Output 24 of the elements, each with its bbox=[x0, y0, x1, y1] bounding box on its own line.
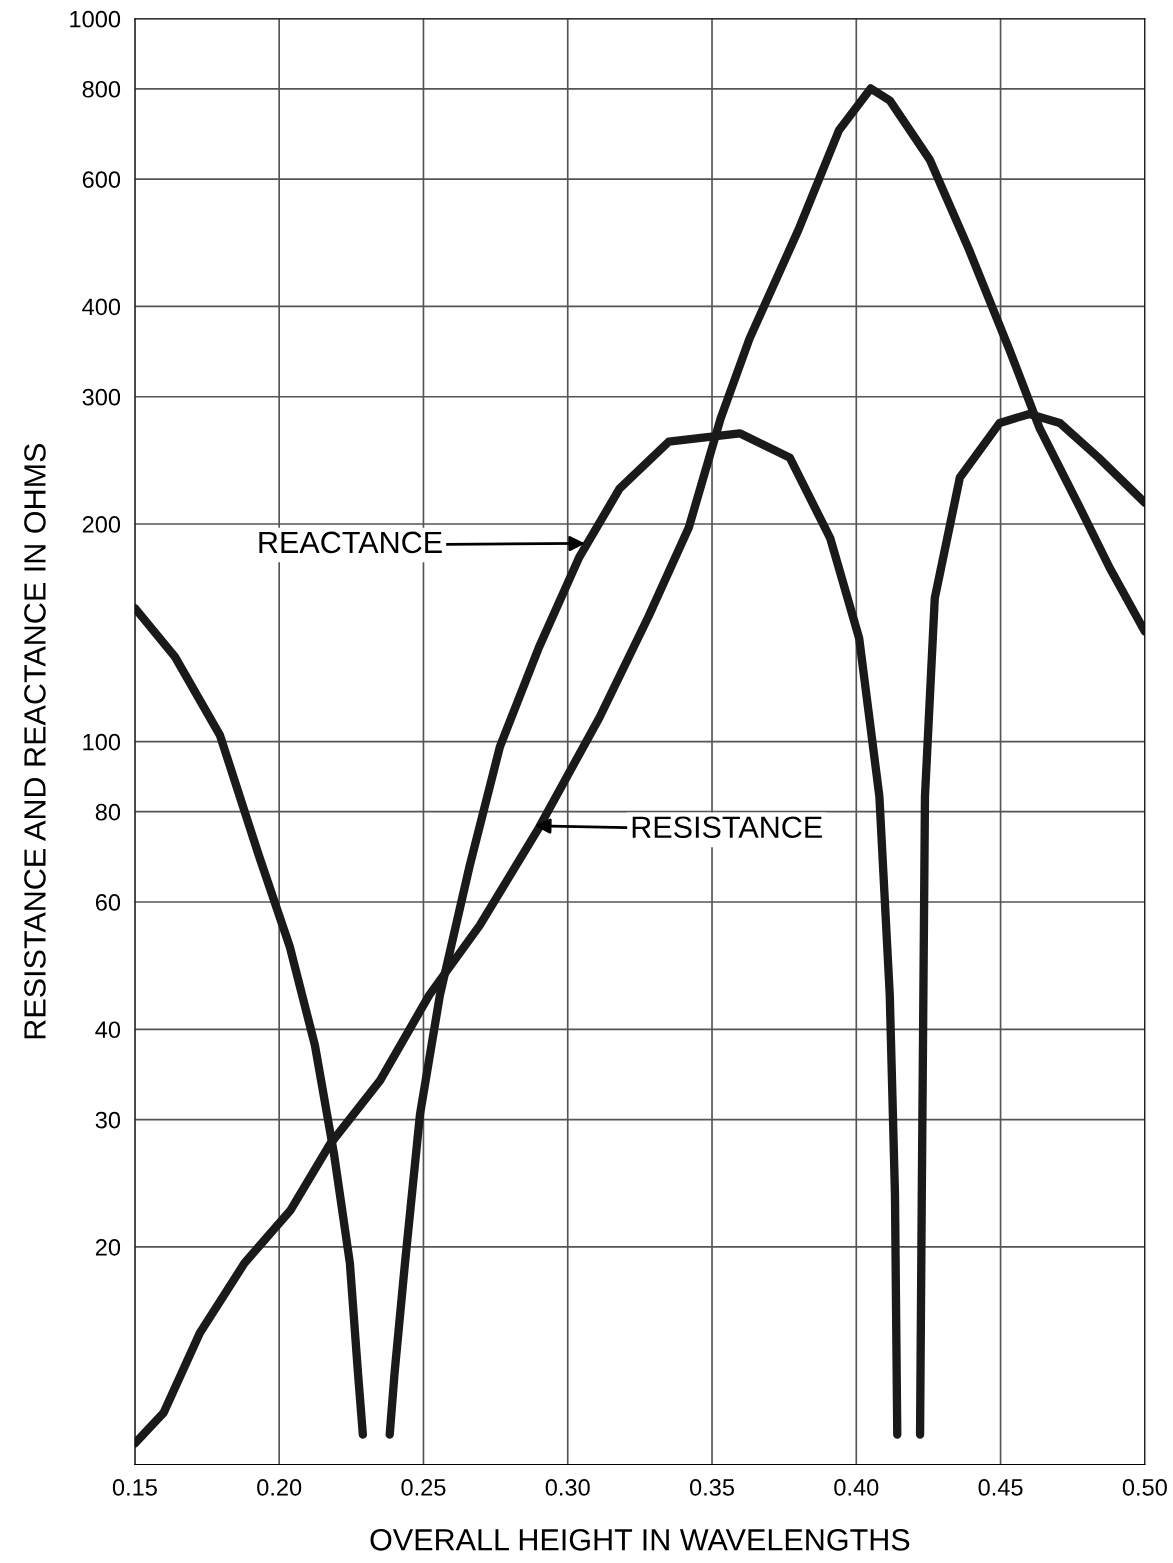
y-tick-label: 40 bbox=[95, 1021, 121, 1039]
y-tick-label: 20 bbox=[95, 1238, 121, 1256]
x-tick-label: 0.15 bbox=[112, 1479, 157, 1496]
x-tick-label: 0.45 bbox=[978, 1479, 1023, 1496]
y-tick-label: 60 bbox=[95, 894, 121, 911]
y-tick-label: 800 bbox=[82, 80, 121, 98]
annotation: RESISTANCE bbox=[632, 816, 822, 839]
annotation: REACTANCE bbox=[259, 531, 442, 554]
x-tick-label: 0.50 bbox=[1122, 1479, 1167, 1496]
x-tick-label: 0.25 bbox=[401, 1479, 446, 1496]
y-tick-label: 30 bbox=[95, 1111, 121, 1129]
y-tick-label: 80 bbox=[95, 803, 121, 821]
y-tick-label: 300 bbox=[82, 388, 121, 406]
y-axis-title: RESISTANCE AND REACTANCE IN OHMS bbox=[24, 443, 46, 1039]
y-tick-label: 600 bbox=[82, 171, 121, 188]
x-tick-label: 0.30 bbox=[545, 1479, 590, 1496]
y-tick-label: 100 bbox=[83, 733, 121, 751]
x-tick-label: 0.35 bbox=[689, 1479, 734, 1496]
y-tick-label: 400 bbox=[82, 298, 121, 316]
x-axis-title: OVERALL HEIGHT IN WAVELENGTHS bbox=[370, 1529, 910, 1551]
y-tick-label: 200 bbox=[82, 516, 121, 533]
x-tick-label: 0.20 bbox=[257, 1479, 302, 1496]
y-tick-label: 1000 bbox=[70, 10, 121, 28]
x-tick-label: 0.40 bbox=[834, 1479, 879, 1496]
